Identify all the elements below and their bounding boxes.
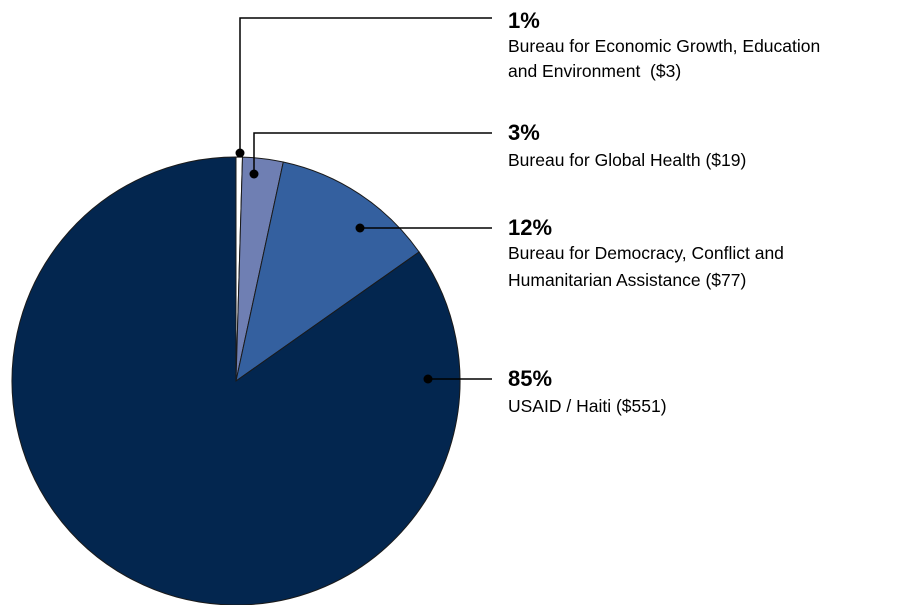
leader-dot-4 — [423, 374, 433, 384]
pie-slice-3 — [235, 161, 420, 383]
slice-description-label-1-line-1: Bureau for Economic Growth, Education — [508, 36, 820, 56]
leader-dot-3 — [355, 223, 365, 233]
pie-slices — [11, 156, 461, 605]
slice-description-label-3-line-1: Bureau for Democracy, Conflict and — [508, 243, 784, 263]
pie-slice-4 — [11, 156, 461, 605]
slice-percent-label-3: 12% — [508, 215, 552, 240]
leader-dot-1 — [235, 148, 245, 158]
slice-percent-label-2: 3% — [508, 120, 540, 145]
slice-percent-label-4: 85% — [508, 366, 552, 391]
slice-labels: 1% Bureau for Economic Growth, Education a… — [508, 8, 820, 416]
slice-percent-label-1: 1% — [508, 8, 540, 33]
slice-description-label-1-line-2: and Environment ($3) — [508, 61, 681, 81]
slice-description-label-3-line-2: Humanitarian Assistance ($77) — [508, 270, 746, 290]
leader-dot-2 — [249, 169, 259, 179]
slice-description-label-4-line-1: USAID / Haiti ($551) — [508, 396, 667, 416]
leader-line-1 — [239, 17, 492, 153]
slice-description-label-2-line-1: Bureau for Global Health ($19) — [508, 150, 746, 170]
leader-lines — [235, 17, 492, 384]
leader-line-2 — [253, 132, 492, 174]
